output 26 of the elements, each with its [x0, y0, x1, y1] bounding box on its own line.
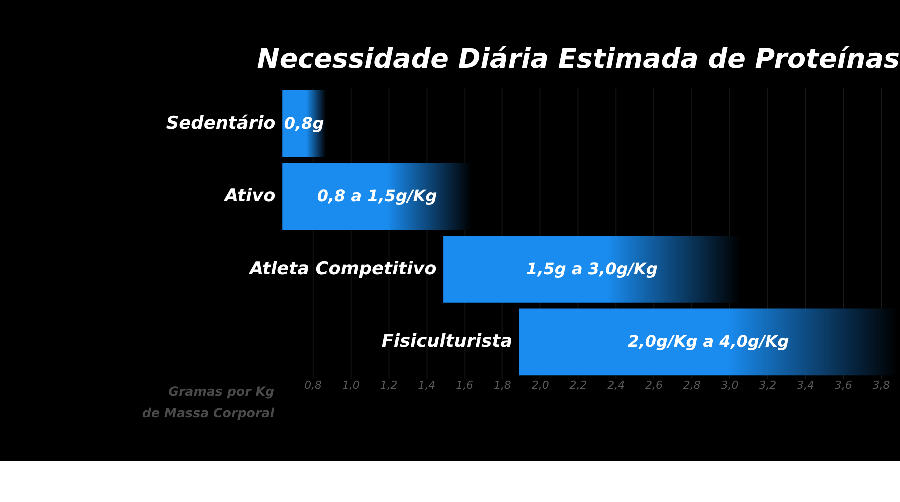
bar [282, 163, 472, 230]
chart-title: Necessidade Diária Estimada de Proteínas [257, 44, 900, 76]
x-tick-label: 1,0 [342, 379, 360, 392]
x-tick-label: 1,2 [380, 379, 398, 392]
x-tick-label: 2,8 [683, 379, 701, 392]
x-tick-label: 3,2 [759, 379, 777, 392]
x-tick-label: 3,0 [721, 379, 739, 392]
x-tick-label: 3,4 [797, 379, 814, 392]
annotation: 2,0g/Kg a 4,0g/Kg [628, 332, 790, 352]
x-tick-label: 1,6 [456, 379, 474, 392]
x-tick-label: 0,8 [304, 379, 322, 392]
x-tick-label: 1,8 [494, 379, 512, 392]
y-tick-label: Ativo [222, 186, 276, 207]
x-tick-label: 2,2 [570, 379, 588, 392]
x-tick-label: 3,8 [872, 379, 890, 392]
annotation: 1,5g a 3,0g/Kg [526, 259, 658, 278]
x-tick-label: 2,4 [608, 379, 626, 392]
x-axis-title: Gramas por Kg de Massa Corporal [142, 384, 276, 421]
annotation: 0,8 a 1,5g/Kg [317, 186, 438, 206]
y-tick-label: Fisiculturista [382, 332, 513, 352]
x-tick-label: 1,4 [418, 379, 436, 392]
x-tick-label: 2,6 [645, 379, 663, 392]
x-tick-label: 2,0 [532, 379, 550, 392]
y-tick-label: Sedentário [166, 114, 276, 134]
x-tick-label: 3,6 [834, 379, 852, 392]
y-tick-label: Atleta Competitivo [248, 259, 437, 280]
